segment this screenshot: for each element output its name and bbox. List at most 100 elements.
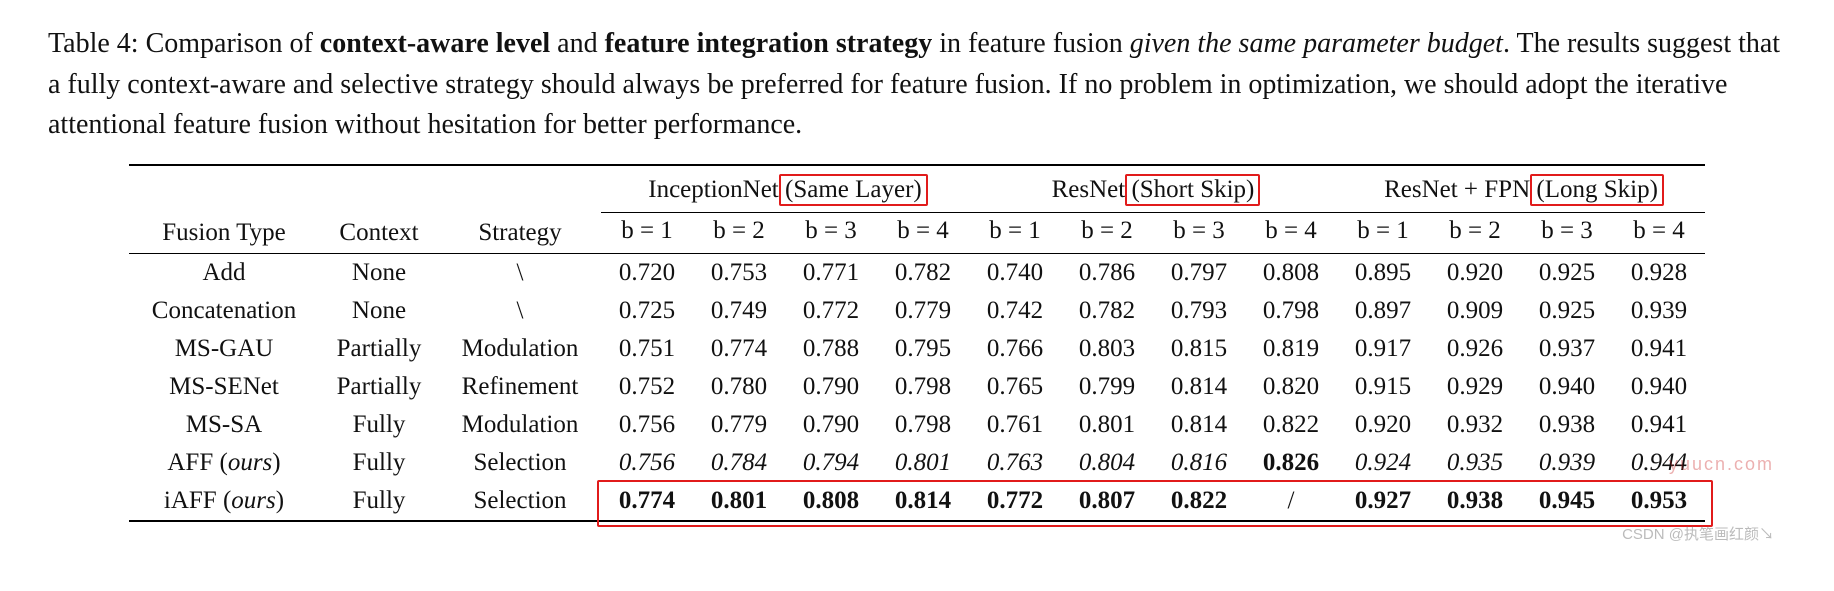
cell-value: 0.814 [877,482,969,521]
group-resnet-label-a: ResNet [1052,176,1132,203]
table-row: MS-GAUPartiallyModulation0.7510.7740.788… [129,330,1705,368]
page: Table 4: Comparison of context-aware lev… [0,0,1834,552]
cell-value: 0.720 [601,253,693,292]
cell-value: 0.804 [1061,444,1153,482]
table-row: iAFF (ours)FullySelection0.7740.8010.808… [129,482,1705,521]
cell-value: 0.814 [1153,368,1245,406]
cell-value: 0.765 [969,368,1061,406]
cell-value: 0.819 [1245,330,1337,368]
cell-value: 0.815 [1153,330,1245,368]
cell-value: 0.784 [693,444,785,482]
watermark-csdn: CSDN @执笔画红颜↘ [1622,523,1774,544]
cell-value: 0.798 [877,368,969,406]
group-inception: InceptionNet (Same Layer) [601,165,969,213]
cell-value: 0.826 [1245,444,1337,482]
group-resnet-fpn: ResNet + FPN (Long Skip) [1337,165,1705,213]
cell-strategy: \ [439,253,601,292]
cell-fusion-type: MS-SENet [129,368,319,406]
cell-context: None [319,292,439,330]
cell-value: 0.801 [693,482,785,521]
table-body: AddNone\0.7200.7530.7710.7820.7400.7860.… [129,253,1705,521]
cell-value: 0.774 [601,482,693,521]
cell-value: 0.814 [1153,406,1245,444]
cell-fusion-type: Add [129,253,319,292]
cell-value: 0.822 [1153,482,1245,521]
header-row-groups: Fusion Type Context Strategy InceptionNe… [129,165,1705,213]
cell-value: 0.939 [1521,444,1613,482]
table-caption: Table 4: Comparison of context-aware lev… [48,24,1786,146]
cell-value: 0.763 [969,444,1061,482]
cell-value: 0.725 [601,292,693,330]
cell-fusion-type: iAFF (ours) [129,482,319,521]
caption-lead: Table 4: Comparison of [48,28,320,59]
cell-strategy: \ [439,292,601,330]
cell-value: 0.753 [693,253,785,292]
cell-value: 0.944 [1613,444,1705,482]
cell-context: Partially [319,330,439,368]
table-row: MS-SENetPartiallyRefinement0.7520.7800.7… [129,368,1705,406]
cell-value: 0.929 [1429,368,1521,406]
col-b3-g1: b = 3 [785,212,877,253]
cell-fusion-type: Concatenation [129,292,319,330]
cell-value: 0.820 [1245,368,1337,406]
cell-value: 0.799 [1061,368,1153,406]
cell-value: 0.780 [693,368,785,406]
col-b4-g3: b = 4 [1613,212,1705,253]
cell-fusion-type: MS-SA [129,406,319,444]
cell-fusion-type: AFF (ours) [129,444,319,482]
table-row: MS-SAFullyModulation0.7560.7790.7900.798… [129,406,1705,444]
cell-value: 0.751 [601,330,693,368]
cell-value: 0.742 [969,292,1061,330]
cell-value: 0.939 [1613,292,1705,330]
cell-value: 0.897 [1337,292,1429,330]
cell-value: 0.920 [1429,253,1521,292]
cell-value: 0.938 [1429,482,1521,521]
col-b3-g2: b = 3 [1153,212,1245,253]
cell-value: 0.935 [1429,444,1521,482]
cell-value: 0.782 [877,253,969,292]
cell-value: 0.808 [785,482,877,521]
cell-value: 0.793 [1153,292,1245,330]
table-row: AFF (ours)FullySelection0.7560.7840.7940… [129,444,1705,482]
cell-value: 0.925 [1521,253,1613,292]
table-row: AddNone\0.7200.7530.7710.7820.7400.7860.… [129,253,1705,292]
cell-value: 0.808 [1245,253,1337,292]
table-row: ConcatenationNone\0.7250.7490.7720.7790.… [129,292,1705,330]
col-context: Context [319,165,439,254]
cell-value: 0.790 [785,406,877,444]
cell-value: 0.937 [1521,330,1613,368]
group-inception-paren: (Same Layer) [785,176,922,204]
cell-value: 0.822 [1245,406,1337,444]
cell-value: 0.740 [969,253,1061,292]
col-b1-g1: b = 1 [601,212,693,253]
group-resnet-paren: (Short Skip) [1131,176,1254,204]
cell-strategy: Modulation [439,406,601,444]
cell-value: 0.927 [1337,482,1429,521]
col-b3-g3: b = 3 [1521,212,1613,253]
cell-value: 0.772 [785,292,877,330]
cell-value: 0.953 [1613,482,1705,521]
cell-value: 0.801 [1061,406,1153,444]
group-resnet: ResNet (Short Skip) [969,165,1337,213]
cell-fusion-type: MS-GAU [129,330,319,368]
col-b1-g2: b = 1 [969,212,1061,253]
cell-value: 0.771 [785,253,877,292]
cell-value: 0.940 [1613,368,1705,406]
col-b2-g3: b = 2 [1429,212,1521,253]
cell-context: Fully [319,482,439,521]
cell-value: 0.798 [1245,292,1337,330]
cell-value: 0.945 [1521,482,1613,521]
col-b2-g1: b = 2 [693,212,785,253]
caption-bold-2: feature integration strategy [605,28,933,59]
cell-strategy: Refinement [439,368,601,406]
cell-value: 0.801 [877,444,969,482]
caption-italic-1: given the same parameter budget [1130,28,1503,59]
cell-value: / [1245,482,1337,521]
cell-value: 0.749 [693,292,785,330]
cell-value: 0.926 [1429,330,1521,368]
col-b4-g2: b = 4 [1245,212,1337,253]
cell-strategy: Selection [439,444,601,482]
cell-value: 0.794 [785,444,877,482]
cell-value: 0.920 [1337,406,1429,444]
cell-context: Fully [319,406,439,444]
